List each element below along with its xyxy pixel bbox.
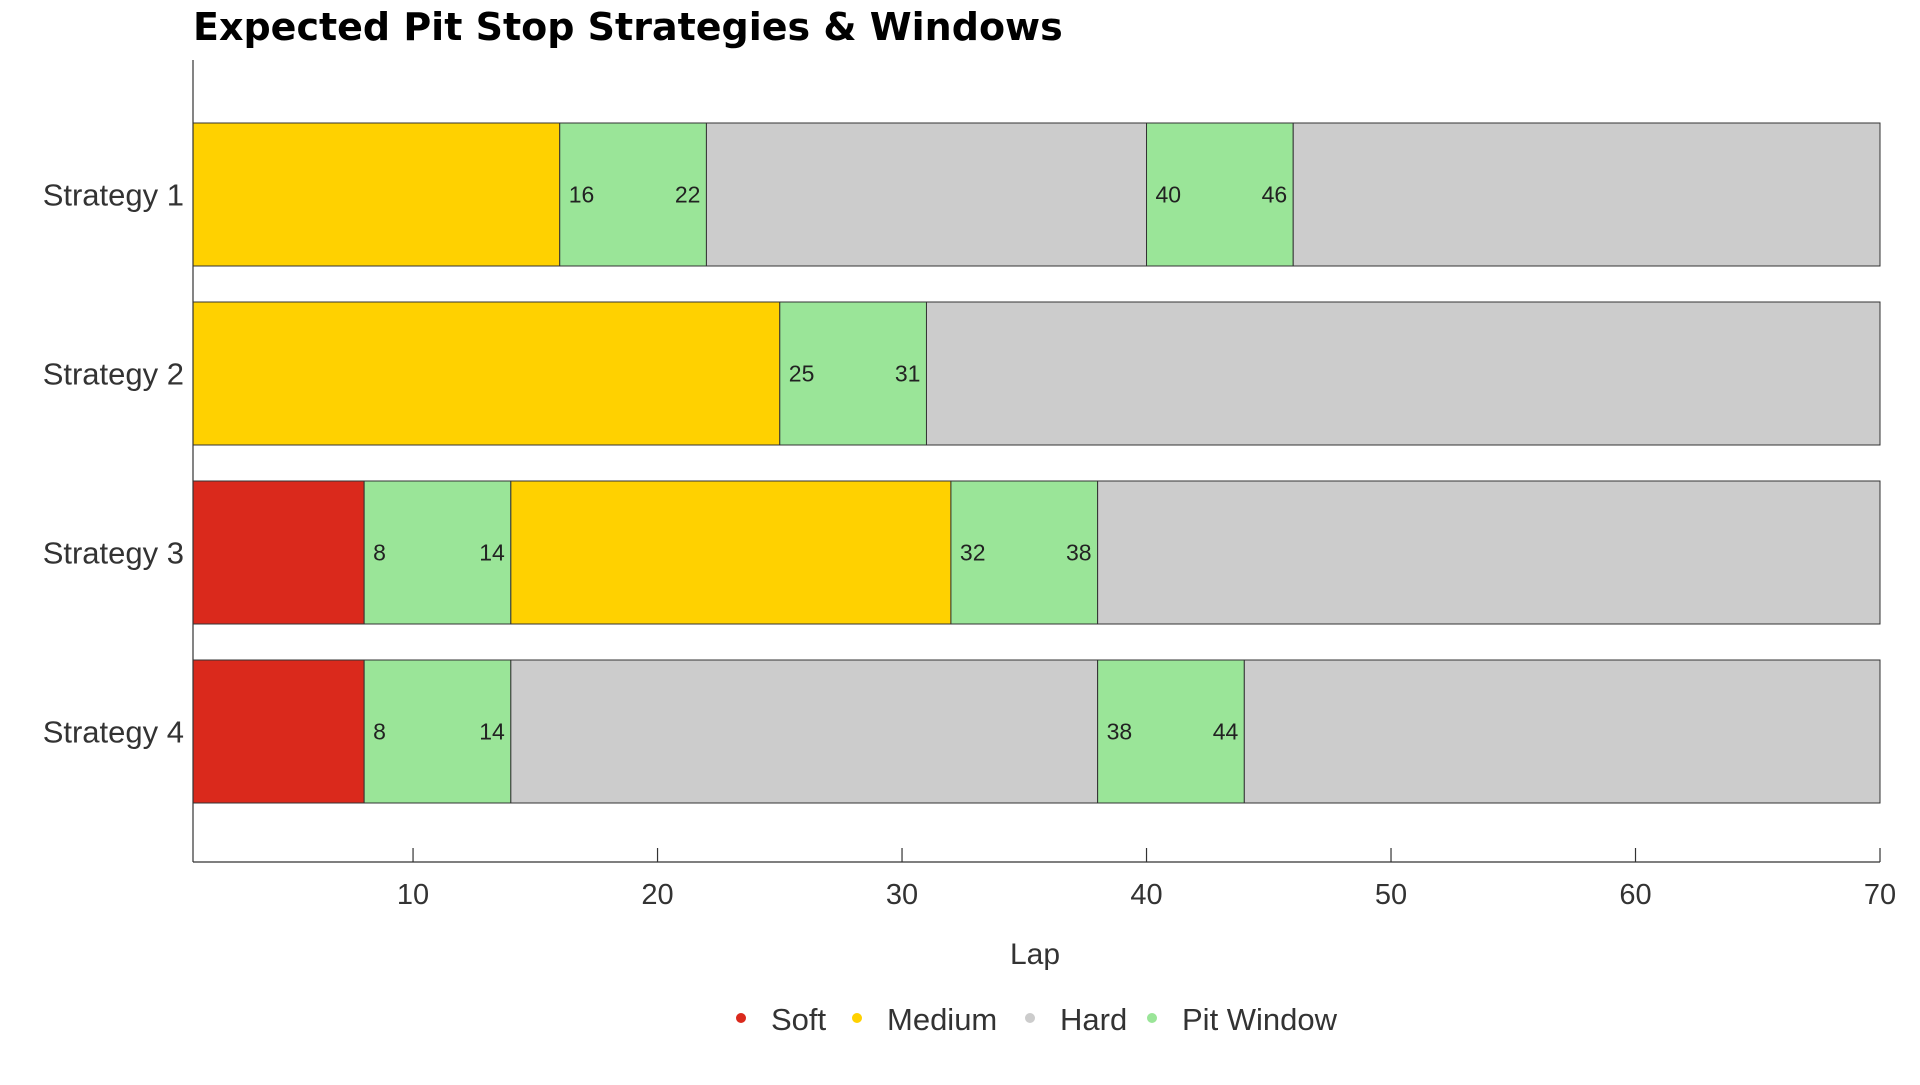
pit-window-start-label: 8 — [373, 540, 386, 566]
pit-window-start-label: 40 — [1156, 182, 1182, 208]
strategy-row: 16 22 40 46 — [192, 122, 1881, 267]
hard-stint-bar — [510, 659, 1099, 804]
x-tick-label: 20 — [641, 879, 673, 911]
pit-window-end-label: 46 — [1262, 182, 1288, 208]
legend-label: Soft — [771, 1002, 827, 1037]
x-tick-label: 70 — [1864, 879, 1896, 911]
x-tick-label: 60 — [1619, 879, 1651, 911]
pit-window-end-label: 38 — [1066, 540, 1092, 566]
soft-stint-bar — [192, 659, 365, 804]
legend-item-hard: Hard — [1025, 1002, 1127, 1037]
pit-window-bar — [363, 480, 512, 625]
strategy-label: Strategy 4 — [43, 715, 184, 750]
medium-stint-bar — [192, 301, 781, 446]
legend-item-medium: Medium — [852, 1002, 997, 1037]
pit-window-bar — [779, 301, 927, 446]
pit-window-start-label: 16 — [569, 182, 595, 208]
legend-swatch — [852, 1013, 862, 1023]
strategy-row: 8 14 38 44 — [192, 659, 1881, 804]
x-axis: 10 20 30 40 50 60 70 — [192, 60, 1896, 911]
strategy-row: 25 31 — [192, 301, 1881, 446]
legend-swatch — [736, 1013, 746, 1023]
x-tick-label: 40 — [1130, 879, 1162, 911]
pit-window-bar — [363, 659, 512, 804]
legend-label: Hard — [1060, 1002, 1127, 1037]
pit-window-start-label: 38 — [1107, 719, 1133, 745]
soft-stint-bar — [192, 480, 365, 625]
legend-label: Medium — [887, 1002, 997, 1037]
x-tick-label: 50 — [1375, 879, 1407, 911]
pit-window-bar — [1146, 122, 1294, 267]
legend-swatch — [1147, 1013, 1157, 1023]
hard-stint-bar — [1097, 480, 1881, 625]
strategy-label: Strategy 3 — [43, 536, 184, 571]
legend-item-pit: Pit Window — [1147, 1002, 1338, 1037]
x-axis-title: Lap — [1010, 938, 1060, 971]
hard-stint-bar — [1243, 659, 1881, 804]
legend-label: Pit Window — [1182, 1002, 1338, 1037]
pit-window-start-label: 25 — [789, 361, 815, 387]
hard-stint-bar — [925, 301, 1881, 446]
x-tick-label: 10 — [397, 879, 429, 911]
legend-swatch — [1025, 1013, 1035, 1023]
legend-item-soft: Soft — [736, 1002, 827, 1037]
pit-window-end-label: 22 — [675, 182, 701, 208]
pit-window-start-label: 8 — [373, 719, 386, 745]
chart-title: Expected Pit Stop Strategies & Windows — [193, 5, 1063, 49]
pit-window-end-label: 14 — [479, 719, 505, 745]
bars-layer: 16 22 40 46 25 31 8 14 32 38 8 14 38 44 — [192, 122, 1881, 804]
hard-stint-bar — [1292, 122, 1881, 267]
pit-window-start-label: 32 — [960, 540, 986, 566]
pit-window-bar — [1097, 659, 1245, 804]
x-tick-label: 30 — [886, 879, 918, 911]
medium-stint-bar — [192, 122, 561, 267]
hard-stint-bar — [705, 122, 1148, 267]
pit-window-end-label: 31 — [895, 361, 921, 387]
strategy-row: 8 14 32 38 — [192, 480, 1881, 625]
strategy-label: Strategy 2 — [43, 357, 184, 392]
pit-window-bar — [559, 122, 707, 267]
strategy-label: Strategy 1 — [43, 178, 184, 213]
medium-stint-bar — [510, 480, 952, 625]
pit-window-end-label: 14 — [479, 540, 505, 566]
y-axis-labels: Strategy 1 Strategy 2 Strategy 3 Strategy 4 — [43, 178, 184, 750]
pit-window-end-label: 44 — [1213, 719, 1239, 745]
legend: Soft Medium Hard Pit Window — [736, 1002, 1338, 1037]
pit-window-bar — [950, 480, 1099, 625]
